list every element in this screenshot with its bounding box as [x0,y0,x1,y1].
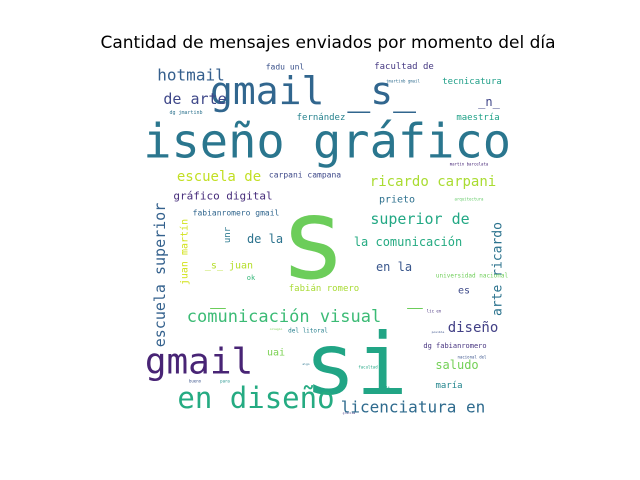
word-54: posible [432,330,445,334]
word-36: fadu unl [266,63,305,72]
word-25: es [458,286,470,297]
word-7: en diseño [177,381,334,415]
word-4: _ [407,280,423,310]
word-16: arte ricardo [491,222,506,316]
word-13: superior de [370,210,469,228]
word-52: colegio [270,327,283,331]
word-40: ok [247,274,256,282]
word-41: del litoral [288,328,328,335]
word-17: diseño [448,320,499,336]
word-2: diseño gráfico [143,115,510,170]
word-48: jmartinb gmail [386,79,420,84]
word-49: facultad [358,365,378,370]
word-cloud: si s diseño gráfico _ _ gmail _s_gmail en dise… [143,57,510,424]
word-38: fabianromero gmail [193,209,280,218]
word-8: comunicación visual [187,307,381,327]
word-56: gracias [343,411,356,415]
word-10: hotmail [157,66,224,85]
word-30: unr [223,226,233,243]
word-14: ricardo carpani [370,174,496,190]
word-5: gmail _s_ [210,69,416,114]
word-55: vale [382,385,389,389]
word-18: la comunicación [354,235,462,249]
word-31: fabián romero [289,284,359,294]
word-21: de la [247,232,283,246]
word-0: si [304,315,408,415]
word-28: juan martín [179,219,191,285]
word-51: bueno [189,379,202,384]
word-22: gráfico digital [173,190,272,203]
word-34: facultad de [374,62,434,72]
word-3: _ [210,280,226,310]
word-43: universidad nacional [436,273,509,280]
word-32: fernández [297,113,346,123]
word-42: dg jmartinb [169,110,202,116]
word-46: arquitectura [455,197,484,202]
word-47: martin barcelata [450,162,489,167]
word-23: _n_ [478,95,500,109]
word-29: maría [435,381,462,391]
word-19: saludo [435,358,478,372]
word-39: dg fabianromero [423,342,486,350]
word-1: s [279,175,346,305]
word-37: carpani campana [269,171,341,180]
word-50: para [220,379,230,384]
word-12: escuela de [177,169,261,185]
word-53: algo [302,362,309,366]
word-33: maestría [456,113,499,123]
word-35: tecnicatura [442,77,502,87]
word-11: escuela superior [151,203,169,348]
word-45: nacional del [458,355,487,360]
word-27: prieto [379,195,415,206]
word-24: _s_ juan [205,261,253,272]
chart-title: Cantidad de mensajes enviados por moment… [100,33,556,53]
word-20: en la [376,260,412,274]
word-26: uai [267,348,285,359]
word-9: licenciatura en [341,398,486,417]
word-44: lic en [427,309,442,314]
word-15: de arte [163,90,226,108]
word-6: gmail [145,342,253,383]
